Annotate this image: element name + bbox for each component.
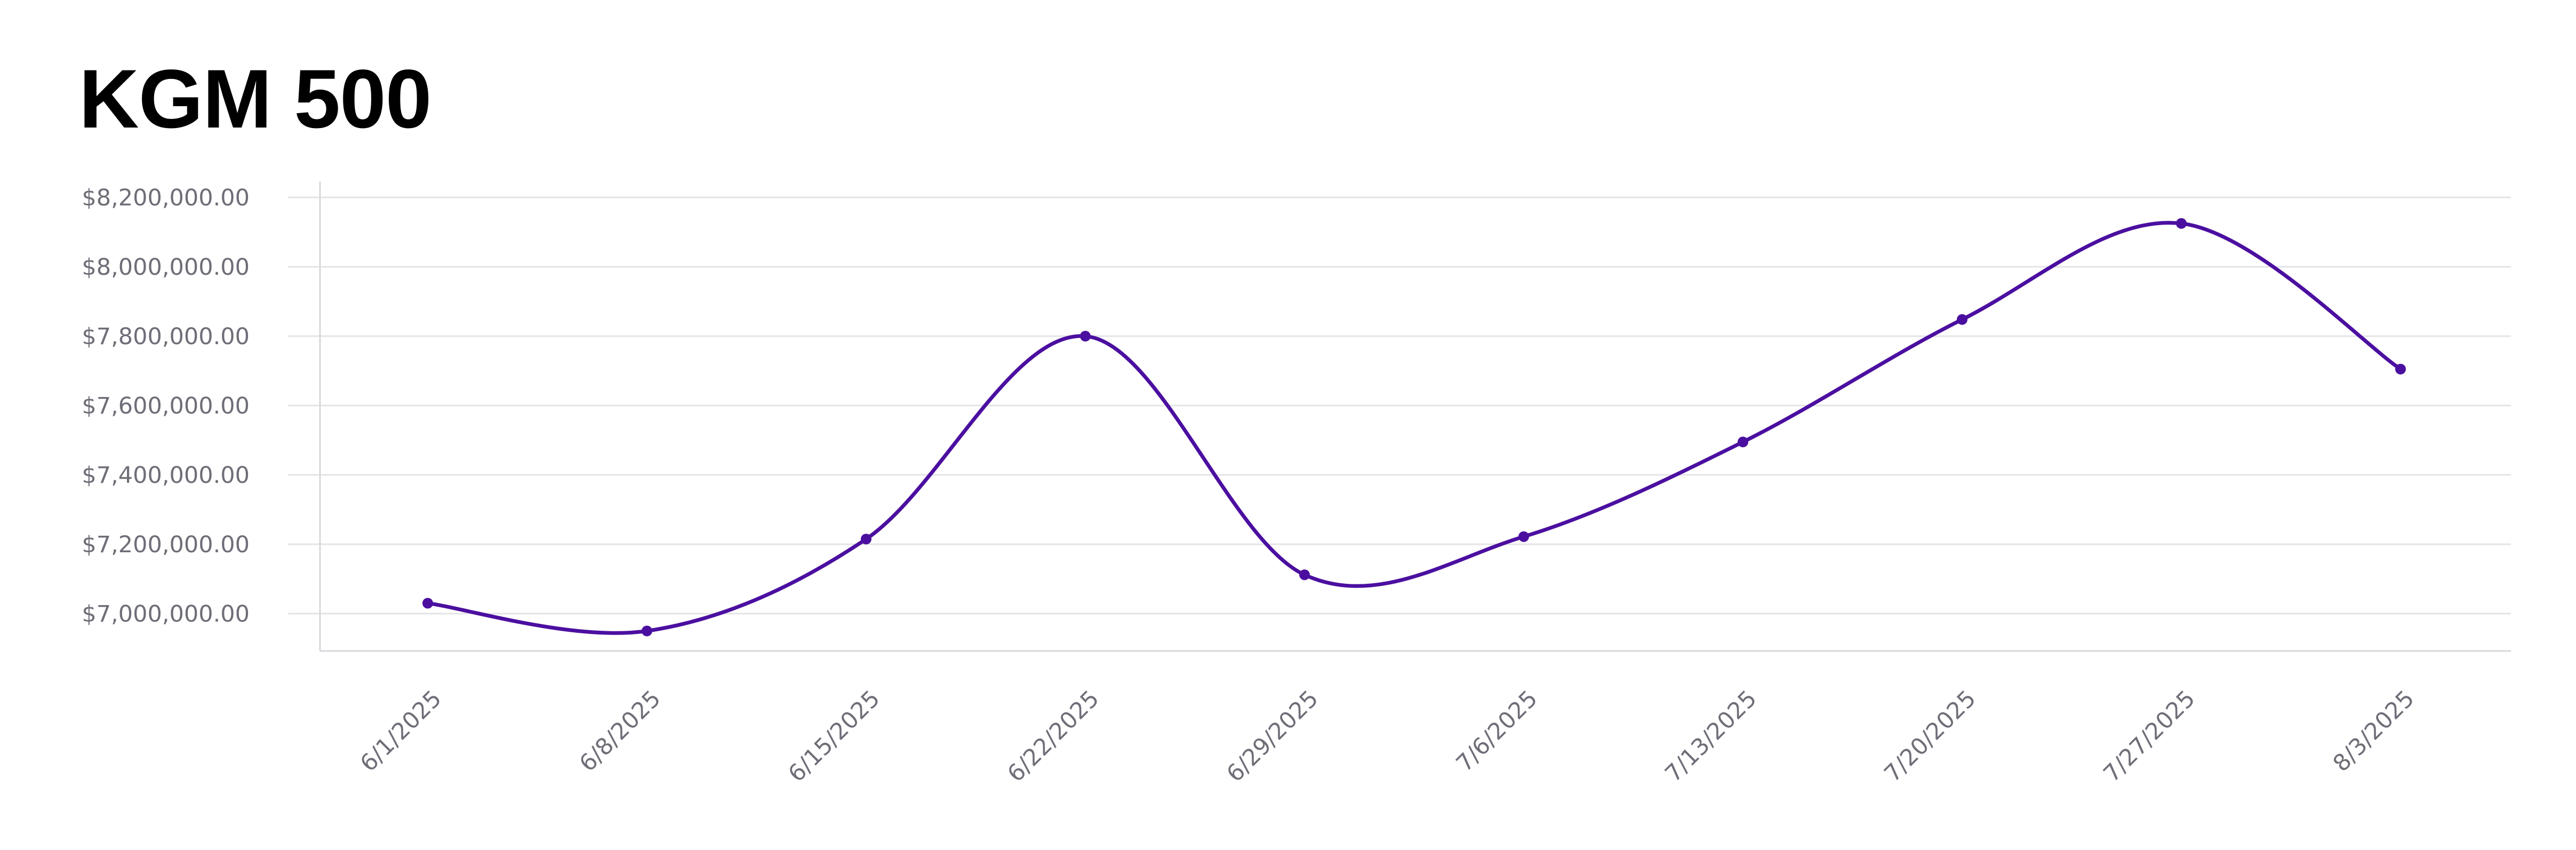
x-tick-label: 6/22/2025: [1003, 685, 1105, 787]
x-tick-label: 6/29/2025: [1222, 685, 1324, 787]
x-tick-label: 6/1/2025: [355, 685, 447, 777]
y-tick-label: $7,600,000.00: [82, 393, 250, 419]
x-tick-label: 7/20/2025: [1879, 685, 1981, 787]
data-point: [1738, 436, 1748, 448]
data-point: [1299, 569, 1310, 581]
y-axis-tick-labels: $7,000,000.00 $7,200,000.00 $7,400,000.00 $…: [82, 185, 250, 627]
data-points: [422, 218, 2406, 637]
x-tick-label: 6/15/2025: [783, 685, 885, 787]
y-tick-label: $8,200,000.00: [82, 185, 250, 211]
data-point: [861, 534, 871, 545]
data-point: [1080, 331, 1091, 341]
data-point: [1957, 314, 1967, 325]
x-tick-label: 7/27/2025: [2099, 685, 2201, 787]
grid-lines: [288, 196, 2511, 615]
y-tick-label: $7,400,000.00: [82, 462, 250, 489]
x-tick-label: 7/6/2025: [1451, 685, 1543, 777]
series-line: [426, 221, 2403, 635]
x-tick-label: 8/3/2025: [2328, 685, 2420, 777]
y-tick-label: $7,000,000.00: [82, 601, 250, 627]
y-tick-label: $7,200,000.00: [82, 531, 250, 558]
data-point: [642, 625, 652, 637]
data-point: [2176, 218, 2187, 229]
series-line-path: [426, 221, 2403, 635]
page-title: KGM 500: [79, 53, 432, 146]
data-point: [2395, 363, 2406, 375]
x-axis-tick-labels: 6/1/2025 6/8/2025 6/15/2025 6/22/2025 6/29/2…: [355, 685, 2420, 787]
data-point: [422, 598, 433, 609]
axes: [319, 181, 2511, 652]
x-tick-label: 7/13/2025: [1660, 685, 1762, 787]
x-tick-label: 6/8/2025: [574, 685, 666, 777]
y-tick-label: $8,000,000.00: [82, 254, 250, 281]
y-tick-label: $7,800,000.00: [82, 323, 250, 350]
data-point: [1518, 531, 1529, 542]
